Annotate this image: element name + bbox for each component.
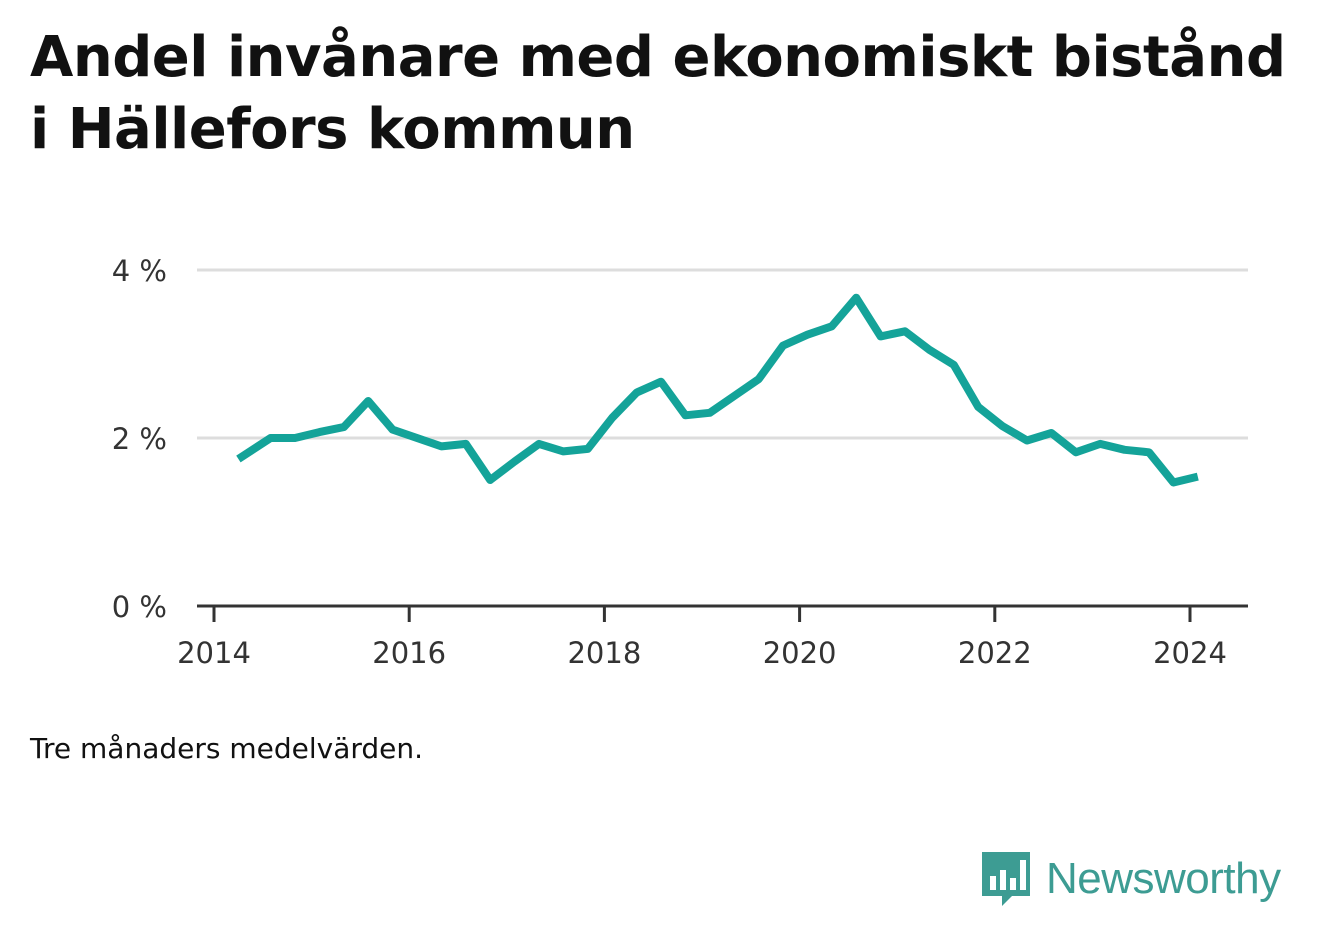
chart-title: Andel invånare med ekonomiskt bistånd i … [30,25,1286,162]
x-axis: 2014 2016 2018 2020 2022 2024 [177,604,1248,670]
y-axis: 0 % 2 % 4 % [112,254,167,624]
y-tick-label: 0 % [112,590,167,624]
y-tick-label: 2 % [112,422,167,456]
x-tick-label: 2016 [372,636,446,670]
x-tick-label: 2024 [1153,636,1227,670]
series-line [236,293,1199,487]
newsworthy-logo[interactable]: Newsworthy [980,848,1281,910]
brand-name: Newsworthy [1046,854,1281,903]
grid-lines [197,268,1248,440]
chart-note: Tre månaders medelvärden. [30,732,424,765]
x-tick-label: 2022 [958,636,1032,670]
newsworthy-logo-icon [982,852,1030,906]
x-tick-label: 2018 [567,636,641,670]
x-tick-label: 2020 [763,636,837,670]
x-tick-label: 2014 [177,636,251,670]
y-tick-label: 4 % [112,254,167,288]
